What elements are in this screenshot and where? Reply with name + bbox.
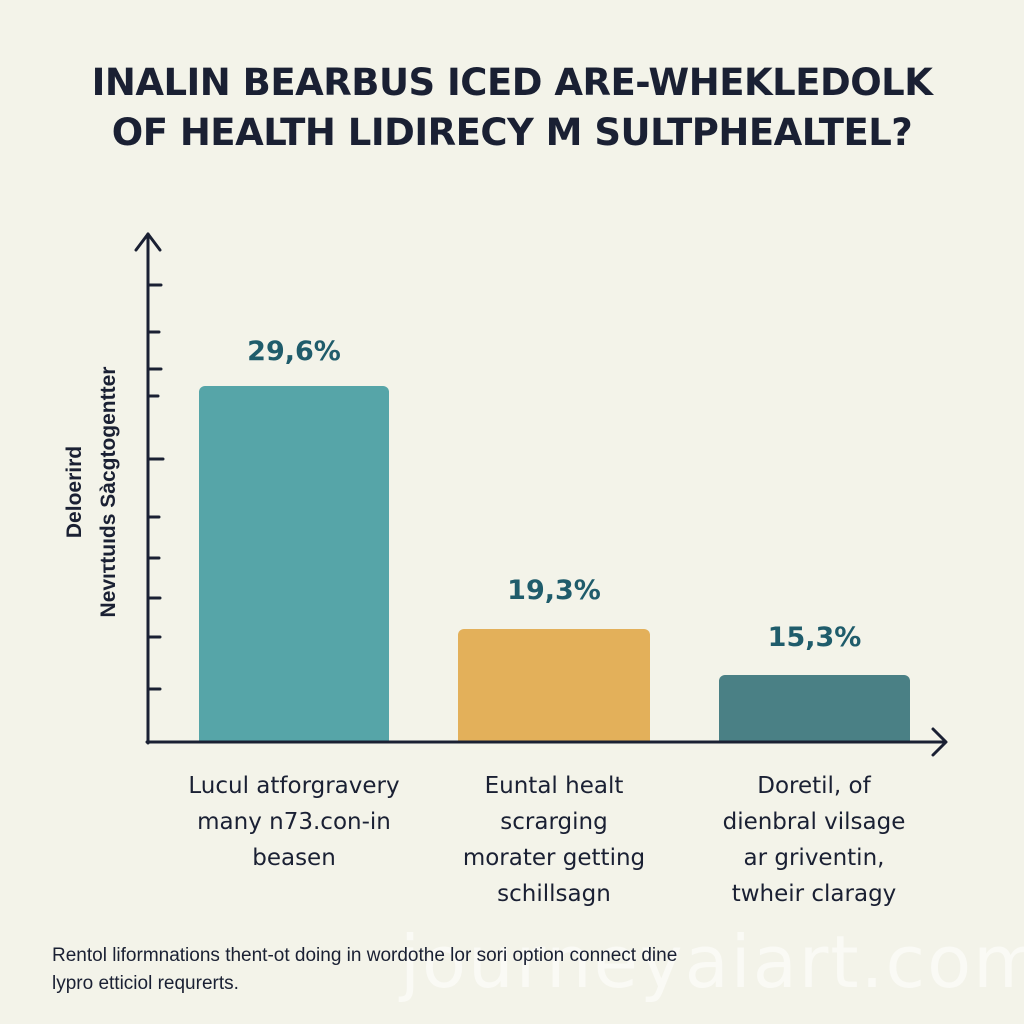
category-label-1-line-1: Lucul atforgravery (188, 773, 400, 799)
category-label-3-line-2: dienbral vilsage (722, 809, 906, 835)
bar-1-value-label: 29,6% (247, 336, 341, 367)
category-label-2-line-1: Euntal healt (484, 773, 624, 799)
footnote-line-2: lypro etticiol requrerts. (52, 973, 239, 994)
x-axis-arrow-icon (931, 727, 948, 757)
category-label-2-line-3: morater getting (462, 845, 646, 871)
bar-2 (458, 629, 650, 742)
chart-title-line-1: INALIN BEARBUS ICED ARE-WHEKLEDOLK (91, 61, 933, 104)
category-label-1-line-2: many n73.con-in (197, 809, 391, 835)
category-label-3: Doretil, of dienbral vilsage ar griventi… (664, 768, 964, 912)
bar-3-value-label: 15,3% (767, 622, 862, 653)
category-label-1-line-3: beasen (252, 845, 336, 871)
category-label-2-line-4: schillsagn (497, 881, 611, 907)
bar-3 (719, 675, 910, 742)
category-label-3-line-4: twheir claragy (731, 881, 897, 907)
watermark: journeyaiart.com (400, 920, 1024, 1004)
footnote: Rentol liformnations thent-ot doing in w… (52, 942, 677, 998)
category-label-3-line-3: ar griventin, (743, 845, 885, 871)
category-label-1: Lucul atforgravery many n73.con-in bease… (144, 768, 444, 876)
category-label-3-line-1: Doretil, of (757, 773, 871, 799)
chart-title: INALIN BEARBUS ICED ARE-WHEKLEDOLK OF HE… (0, 58, 1024, 158)
bar-2-value-label: 19,3% (507, 575, 601, 606)
chart-title-line-2: OF HEALTH LIDIRECY M SULTPHEALTEL? (111, 111, 913, 154)
category-label-2-line-2: scrarging (500, 809, 608, 835)
bar-1 (199, 386, 389, 742)
y-axis-arrow-icon (134, 232, 162, 252)
category-label-2: Euntal healt scrarging morater getting s… (404, 768, 704, 912)
footnote-line-1: Rentol liformnations thent-ot doing in w… (52, 945, 678, 966)
